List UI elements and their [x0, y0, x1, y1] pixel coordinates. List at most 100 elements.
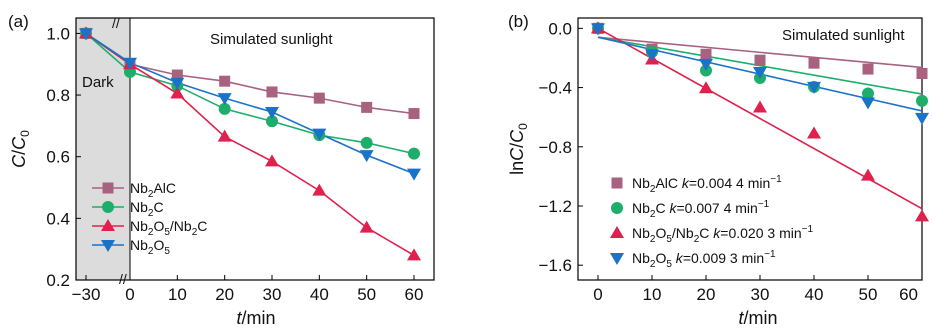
data-point-nb2o5-nb2c-k-0-020-3-min-1	[753, 100, 767, 113]
data-point-nb2alc	[219, 75, 231, 87]
series-line-nb2c	[85, 32, 415, 155]
data-point-nb2o5-nb2c-k-0-020-3-min-1	[915, 209, 929, 222]
data-point-nb2c	[266, 115, 278, 128]
panel-b-x-tick-label: 40	[805, 285, 824, 304]
data-point-nb2o5-nb2c	[359, 220, 374, 233]
legend-marker-nb2o5-nb2c	[101, 219, 115, 231]
panel-b: 0 10 20 30 40 50 60 0.0 −0.4 −0.8 −1.2 −1.6 (b) Si…	[507, 12, 929, 328]
panel-b-x-tick-label: 30	[751, 285, 770, 304]
panel-b-label: (b)	[508, 12, 529, 31]
panel-b-x-tick-label: 20	[697, 285, 716, 304]
data-point-nb2alc	[171, 69, 183, 81]
legend-marker-nb2o5-nb2c-k-0-020-3-min-1	[610, 226, 624, 238]
y-var-c: C	[9, 154, 29, 168]
panel-b-x-tick-label: 50	[859, 285, 878, 304]
legend-label-nb2o5-nb2c-k-0-020-3-min-1: Nb2O5/Nb2C k=0.020 3 min−1	[632, 224, 813, 245]
panel-a-series-markers	[79, 26, 421, 261]
panel-b-y-tick-labels: 0.0 −0.4 −0.8 −1.2 −1.6	[538, 19, 572, 275]
panel-a-x-tick-label: 20	[215, 285, 234, 304]
panel-a-label: (a)	[8, 12, 29, 31]
panel-a-x-tick-label: 50	[357, 285, 376, 304]
data-point-nb2o5	[79, 28, 93, 41]
legend-marker-nb2alc	[102, 182, 114, 194]
legend-label-nb2alc: Nb2AlC	[130, 180, 176, 200]
series-line-nb2o5	[85, 32, 415, 175]
data-point-nb2o5	[123, 57, 137, 70]
data-point-nb2o5-k-0-009-3-min-1	[915, 112, 929, 125]
data-point-nb2o5	[217, 93, 232, 106]
data-point-nb2o5-nb2c	[407, 248, 421, 261]
panel-b-y-tick-label: −1.6	[538, 256, 572, 275]
data-point-nb2o5	[170, 77, 185, 90]
dark-label: Dark	[82, 74, 114, 91]
legend-marker-nb2o5	[101, 240, 115, 252]
panel-b-y-tick-label: −0.8	[538, 138, 572, 157]
panel-b-x-tick-label: 60	[899, 285, 918, 304]
panel-a-x-tick-label: 60	[405, 285, 424, 304]
panel-a-x-tick-label: 10	[168, 285, 187, 304]
data-point-nb2alc-k-0-004-4-min-1	[700, 48, 712, 60]
data-point-nb2o5-k-0-009-3-min-1	[645, 49, 659, 62]
legend-label-nb2alc-k-0-004-4-min-1: Nb2AlC k=0.004 4 min−1	[632, 174, 782, 195]
data-point-nb2alc	[266, 86, 278, 98]
panel-b-y-tick-label: 0.0	[548, 19, 572, 38]
data-point-nb2o5-nb2c-k-0-020-3-min-1	[699, 81, 713, 94]
data-point-nb2alc-k-0-004-4-min-1	[862, 63, 874, 75]
panel-b-y-axis-title: lnC/C0	[507, 123, 530, 175]
data-point-nb2alc-k-0-004-4-min-1	[754, 54, 766, 66]
panel-b-light-label: Simulated sunlight	[782, 27, 905, 44]
x-axis-var: t	[236, 308, 242, 328]
panel-b-series-markers	[591, 21, 929, 222]
data-point-nb2alc-k-0-004-4-min-1	[916, 68, 928, 80]
legend-label-nb2c: Nb2C	[130, 199, 164, 219]
data-point-nb2c	[360, 136, 373, 149]
data-point-nb2o5-k-0-009-3-min-1	[861, 97, 875, 110]
data-point-nb2alc	[361, 101, 373, 113]
panel-b-x-tick-label: 10	[643, 285, 662, 304]
data-point-nb2alc	[313, 92, 325, 104]
panel-a-y-tick-label: 0.6	[46, 148, 70, 167]
legend-label-nb2o5-nb2c: Nb2O5/Nb2C	[130, 218, 207, 238]
panel-b-axes	[577, 17, 923, 281]
legend-marker-nb2c	[102, 201, 114, 213]
data-point-nb2o5-k-0-009-3-min-1	[753, 67, 767, 80]
data-point-nb2o5-k-0-009-3-min-1	[807, 81, 821, 94]
legend-marker-nb2o5-k-0-009-3-min-1	[610, 253, 624, 265]
data-point-nb2o5-nb2c	[217, 129, 232, 142]
panel-a-y-tick-label: 0.8	[46, 86, 70, 105]
panel-a-light-label: Simulated sunlight	[210, 31, 333, 48]
data-point-nb2o5	[312, 128, 327, 141]
panel-a-y-tick-label: 1.0	[46, 24, 70, 43]
axis-break-mark-bottom: //	[119, 271, 127, 287]
panel-a-x-tick-labels: −30 0 10 20 30 40 50 60	[72, 285, 424, 304]
panel-b-legend: Nb2AlC k=0.004 4 min−1 Nb2C k=0.007 4 min…	[610, 174, 813, 270]
data-point-nb2o5	[265, 107, 279, 120]
legend-label-nb2o5: Nb2O5	[130, 237, 170, 257]
data-point-nb2c-k-0-007-4-min-1	[916, 94, 928, 107]
panel-b-x-tick-labels: 0 10 20 30 40 50 60	[593, 285, 918, 304]
data-point-nb2o5-nb2c	[265, 154, 279, 167]
panel-a-y-tick-label: 0.4	[46, 209, 70, 228]
panel-a: −30 0 10 20 30 40 50 60 0.2 0.4 0.6 0.8 1.0 (a) Dar…	[8, 12, 435, 328]
data-point-nb2o5-nb2c-k-0-020-3-min-1	[807, 126, 821, 139]
dark-period-region	[76, 18, 130, 280]
data-point-nb2o5-nb2c	[170, 86, 185, 99]
fit-line-nb2alc-k-0-004-4-min-1	[597, 36, 923, 69]
panel-a-y-tick-labels: 0.2 0.4 0.6 0.8 1.0	[46, 24, 70, 290]
series-line-nb2o5-nb2c	[85, 32, 415, 257]
panel-a-plot-frame	[75, 17, 435, 281]
legend-label-nb2o5-k-0-009-3-min-1: Nb2O5 k=0.009 3 min−1	[632, 249, 776, 270]
data-point-nb2o5	[407, 168, 421, 181]
panel-b-y-tick-label: −1.2	[538, 197, 572, 216]
panel-a-x-tick-label: −30	[72, 285, 101, 304]
panel-a-y-tick-label: 0.2	[46, 271, 70, 290]
panel-b-x-axis-title: t/min	[738, 308, 777, 328]
panel-a-y-axis-title: C/C0	[9, 130, 32, 168]
data-point-nb2o5-k-0-009-3-min-1	[699, 58, 713, 71]
axis-break-mark: //	[112, 15, 120, 31]
panel-b-plot-frame	[577, 17, 923, 281]
data-point-nb2c	[408, 147, 420, 160]
panel-b-x-tick-label: 0	[593, 285, 602, 304]
